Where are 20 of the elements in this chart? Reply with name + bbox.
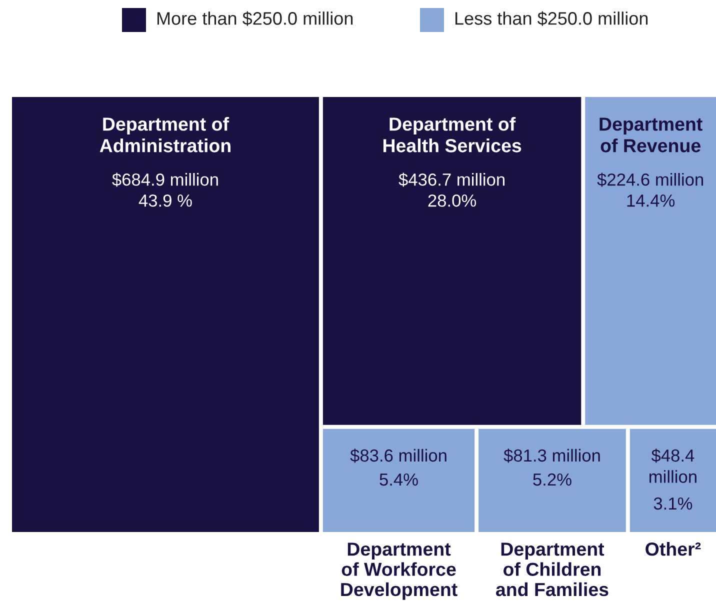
category-label: Department of Workforce Development: [341, 542, 458, 600]
data-label: $81.3 million: [504, 448, 600, 463]
text: 43.9 %: [138, 194, 192, 207]
text: 28.0%: [428, 194, 476, 207]
legend-label: Less than $250.0 million: [455, 11, 648, 26]
category-label: Department of Children and Families: [496, 542, 608, 596]
category-label: Other²: [646, 542, 701, 556]
category-label: Department of Administration: [100, 117, 230, 152]
category-label: Department of Health Services: [383, 117, 522, 152]
text: 3.1%: [654, 497, 692, 510]
data-label: $48.4 million: [650, 448, 696, 483]
data-label: $684.9 million: [112, 172, 218, 187]
data-label: $83.6 million: [350, 448, 446, 463]
category-label: Department of Revenue: [600, 118, 702, 152]
text: 5.4%: [380, 473, 418, 486]
data-label: $224.6 million: [597, 172, 704, 187]
text: 5.2%: [533, 473, 572, 486]
data-label: $436.7 million: [398, 172, 504, 187]
text: 14.4%: [627, 194, 675, 207]
legend-label: More than $250.0 million: [157, 11, 353, 26]
